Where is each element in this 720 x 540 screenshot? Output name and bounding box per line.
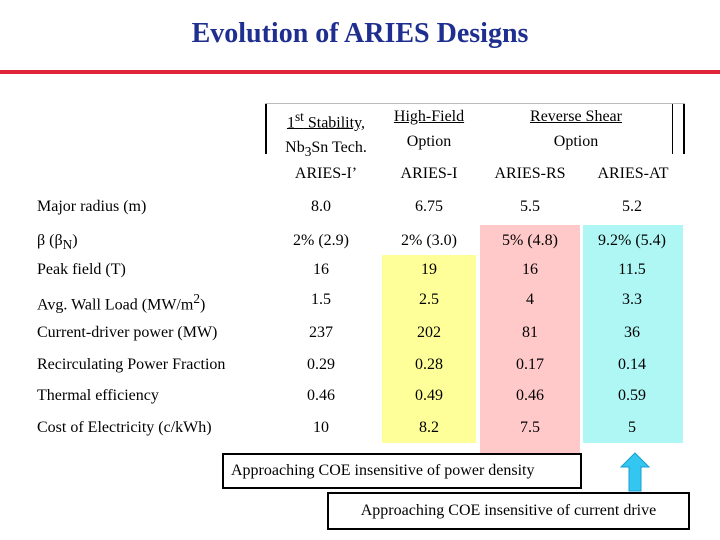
cell-beta-aries-i-prime: 2% (2.9) xyxy=(293,232,349,249)
cell-beta-aries-i: 2% (3.0) xyxy=(401,232,457,249)
cell-coe-aries-at: 5 xyxy=(628,419,636,436)
row-label-cost-of-electricity: Cost of Electricity (c/kWh) xyxy=(37,419,212,436)
design-aries-i: ARIES-I xyxy=(400,165,458,182)
design-aries-i-prime: ARIES-I’ xyxy=(294,165,358,182)
header-group-high-field-line2: Option xyxy=(406,133,452,150)
cell-peak-field-aries-i-prime: 16 xyxy=(313,261,329,278)
cell-major-radius-aries-i-prime: 8.0 xyxy=(311,198,331,215)
header-top-line xyxy=(265,103,685,104)
header-group-first-stability: 1st Stability, Nb3Sn Tech. xyxy=(270,104,382,165)
row-label-peak-field: Peak field (T) xyxy=(37,261,126,278)
row-label-current-driver-power: Current-driver power (MW) xyxy=(37,324,218,341)
cell-recirculating-aries-rs: 0.17 xyxy=(516,356,544,373)
callout-power-density: Approaching COE insensitive of power den… xyxy=(222,453,582,489)
cell-thermal-efficiency-aries-i: 0.49 xyxy=(415,387,443,404)
header-left-border xyxy=(265,104,267,154)
design-aries-at: ARIES-AT xyxy=(597,165,669,182)
cell-wall-load-aries-at: 3.3 xyxy=(622,291,642,308)
header-inner-border xyxy=(672,104,673,154)
cell-recirculating-aries-at: 0.14 xyxy=(618,356,646,373)
cell-coe-aries-i: 8.2 xyxy=(419,419,439,436)
cell-thermal-efficiency-aries-at: 0.59 xyxy=(618,387,646,404)
cell-current-driver-aries-rs: 81 xyxy=(522,324,538,341)
cell-major-radius-aries-at: 5.2 xyxy=(622,198,642,215)
header-right-border xyxy=(683,104,685,154)
cell-beta-aries-at: 9.2% (5.4) xyxy=(598,232,666,249)
row-label-major-radius: Major radius (m) xyxy=(37,198,147,215)
cell-recirculating-aries-i-prime: 0.29 xyxy=(307,356,335,373)
cell-major-radius-aries-i: 6.75 xyxy=(415,198,443,215)
cell-wall-load-aries-i-prime: 1.5 xyxy=(311,291,331,308)
cell-recirculating-aries-i: 0.28 xyxy=(415,356,443,373)
page-title: Evolution of ARIES Designs xyxy=(191,18,529,49)
aries-i-highlight xyxy=(382,255,476,443)
cell-coe-aries-i-prime: 10 xyxy=(313,419,329,436)
title-divider xyxy=(0,70,720,74)
cell-current-driver-aries-at: 36 xyxy=(624,324,640,341)
cell-thermal-efficiency-aries-i-prime: 0.46 xyxy=(307,387,335,404)
cell-wall-load-aries-i: 2.5 xyxy=(419,291,439,308)
cell-major-radius-aries-rs: 5.5 xyxy=(520,198,540,215)
cell-thermal-efficiency-aries-rs: 0.46 xyxy=(516,387,544,404)
cell-peak-field-aries-at: 11.5 xyxy=(618,261,646,278)
row-label-beta: β (βN) xyxy=(37,232,78,253)
header-group-reverse-shear-line1: Reverse Shear xyxy=(530,108,622,125)
header-group-high-field-line1: High-Field xyxy=(393,108,465,125)
cell-peak-field-aries-rs: 16 xyxy=(522,261,538,278)
header-group-reverse-shear-line2: Option xyxy=(553,133,599,150)
aries-at-highlight xyxy=(583,225,683,443)
header-group-first-stability-line1: 1st Stability, xyxy=(286,109,366,132)
row-label-recirculating-power: Recirculating Power Fraction xyxy=(37,356,226,373)
design-aries-rs: ARIES-RS xyxy=(494,165,566,182)
aries-rs-highlight xyxy=(480,225,580,457)
row-label-thermal-efficiency: Thermal efficiency xyxy=(37,387,159,404)
header-group-reverse-shear: Reverse Shear Option xyxy=(480,104,672,154)
callout-current-drive: Approaching COE insensitive of current d… xyxy=(327,492,690,530)
cell-current-driver-aries-i-prime: 237 xyxy=(309,324,333,341)
cell-peak-field-aries-i: 19 xyxy=(421,261,437,278)
up-arrow-icon xyxy=(620,452,650,492)
row-label-wall-load: Avg. Wall Load (MW/m2) xyxy=(37,291,206,314)
cell-current-driver-aries-i: 202 xyxy=(417,324,441,341)
header-group-first-stability-line2: Nb3Sn Tech. xyxy=(285,139,367,160)
header-group-high-field: High-Field Option xyxy=(382,104,476,154)
cell-coe-aries-rs: 7.5 xyxy=(520,419,540,436)
cell-beta-aries-rs: 5% (4.8) xyxy=(502,232,558,249)
cell-wall-load-aries-rs: 4 xyxy=(526,291,534,308)
